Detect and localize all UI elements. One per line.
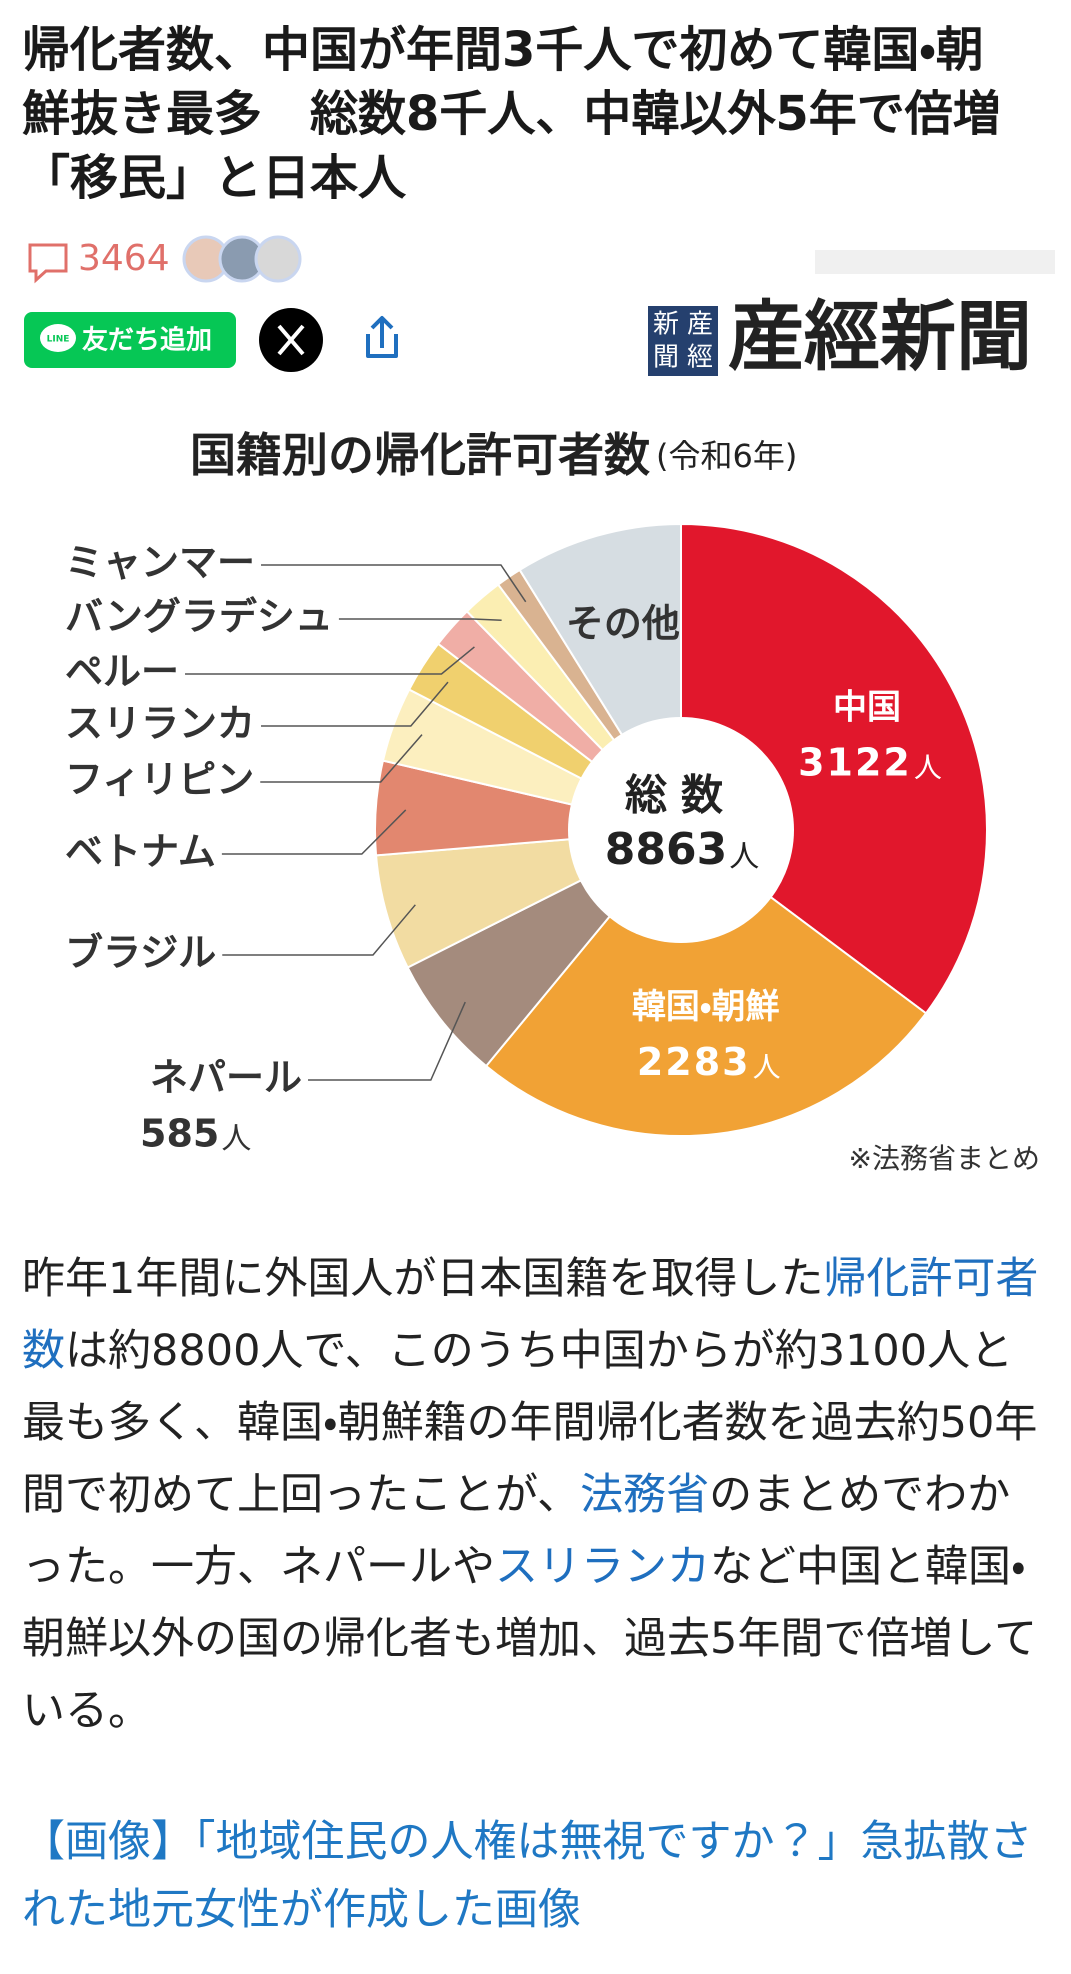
body-link[interactable]: 法務省 (580, 1470, 710, 1520)
category-label: ミャンマー (65, 541, 255, 585)
toolbar: 3464 LINE 友だち追加 新 産 聞 經 産經新聞 (24, 235, 1055, 381)
logo-seal (648, 306, 718, 376)
wedge (680, 522, 988, 1015)
leader-line (260, 734, 423, 783)
x-logo (277, 324, 305, 356)
body-text: など中国と韓国・朝鮮以外の国の帰化者も増加、過去5年間で倍増している。 (22, 1542, 1038, 1736)
related-link[interactable]: 【画像】「地域住民の人権は無視ですか？」急拡散された地元女性が作成した画像 (22, 1817, 1033, 1935)
category-label: 中国 (833, 687, 901, 727)
category-label: 韓国・朝鮮 (632, 987, 780, 1027)
x-button[interactable] (259, 308, 323, 372)
logo-name: 産經新聞 (728, 292, 1032, 381)
category-label: スリランカ (65, 702, 255, 746)
body-text: のまとめでわかった。一方、ネパールや (22, 1470, 1011, 1592)
line-button[interactable]: LINE 友だち追加 (24, 312, 236, 368)
value-label: 2283 (637, 1040, 751, 1084)
title-line: 鮮抜き最多 総数8千人、中韓以外5年で倍増 (22, 86, 1001, 142)
share-button[interactable] (366, 316, 398, 358)
seal-char: 聞 (653, 343, 679, 373)
chart: 国籍別の帰化許可者数 (令和6年) 総数 8863 ※法務省まとめ 人中国3122… (65, 428, 1040, 1176)
category-label: ネパール (150, 1056, 302, 1100)
seal-char: 經 (687, 343, 713, 373)
leader-line (221, 809, 407, 855)
comment-count: 3464 (78, 238, 170, 279)
line-icon-bg (40, 324, 76, 352)
chart-title-group: 国籍別の帰化許可者数 (令和6年) (190, 428, 797, 482)
body-link[interactable]: スリランカ (495, 1542, 710, 1592)
title-line: 帰化者数、中国が年間3千人で初めて韓国・朝 (22, 22, 984, 78)
title-line: 「移民」と日本人 (22, 150, 407, 206)
leader-line (185, 646, 475, 675)
line-label: 友だち追加 (82, 325, 212, 356)
value-label: 3122 (798, 740, 912, 784)
donut-hole (568, 717, 794, 943)
body-link[interactable]: 帰化許可者数 (22, 1254, 1039, 1376)
chart-title: 国籍別の帰化許可者数 (190, 428, 650, 482)
category-label: ベトナム (65, 830, 216, 874)
article-body: 昨年1年間に外国人が日本国籍を取得した帰化許可者数は約8800人で、このうち中国… (22, 1243, 1052, 1747)
share-icon (366, 316, 398, 358)
leader-line (261, 681, 449, 727)
leader-line (308, 1001, 466, 1081)
comment-button[interactable]: 3464 (28, 238, 170, 284)
seal-char: 新 (653, 310, 679, 340)
line-button-bg (24, 312, 236, 368)
avatar (254, 235, 302, 283)
value-unit: 人 (221, 1122, 251, 1157)
leader-line (261, 564, 527, 603)
total-value: 8863 (605, 824, 727, 875)
body-text: 昨年1年間に外国人が日本国籍を取得した (22, 1254, 824, 1304)
total-unit: 人 (729, 840, 759, 875)
blurred-name (815, 250, 1055, 274)
category-label: フィリピン (65, 758, 254, 802)
line-icon: LINE (47, 335, 70, 345)
wedge (484, 828, 928, 1137)
category-label: その他 (566, 602, 680, 646)
category-label: ペルー (65, 650, 179, 694)
logo: 新 産 聞 經 産經新聞 (648, 292, 1032, 381)
seal-char: 産 (687, 310, 713, 340)
center-label: 総数 (625, 771, 737, 820)
leader-line (338, 618, 502, 621)
chart-source: ※法務省まとめ (849, 1142, 1040, 1175)
body-text: は約8800人で、このうち中国からが約3100人と最も多く、韓国・朝鮮籍の年間帰… (22, 1326, 1038, 1520)
leader-line (222, 904, 416, 956)
value-unit: 人 (753, 1051, 781, 1084)
category-label: ブラジル (65, 931, 216, 975)
value-label: 585 (140, 1112, 219, 1156)
comment-icon (28, 243, 68, 284)
chart-subtitle: (令和6年) (656, 437, 797, 475)
value-unit: 人 (914, 751, 942, 784)
article-title: 帰化者数、中国が年間3千人で初めて韓国・朝 鮮抜き最多 総数8千人、中韓以外5年で… (22, 18, 1062, 210)
category-label: バングラデシュ (65, 595, 333, 639)
